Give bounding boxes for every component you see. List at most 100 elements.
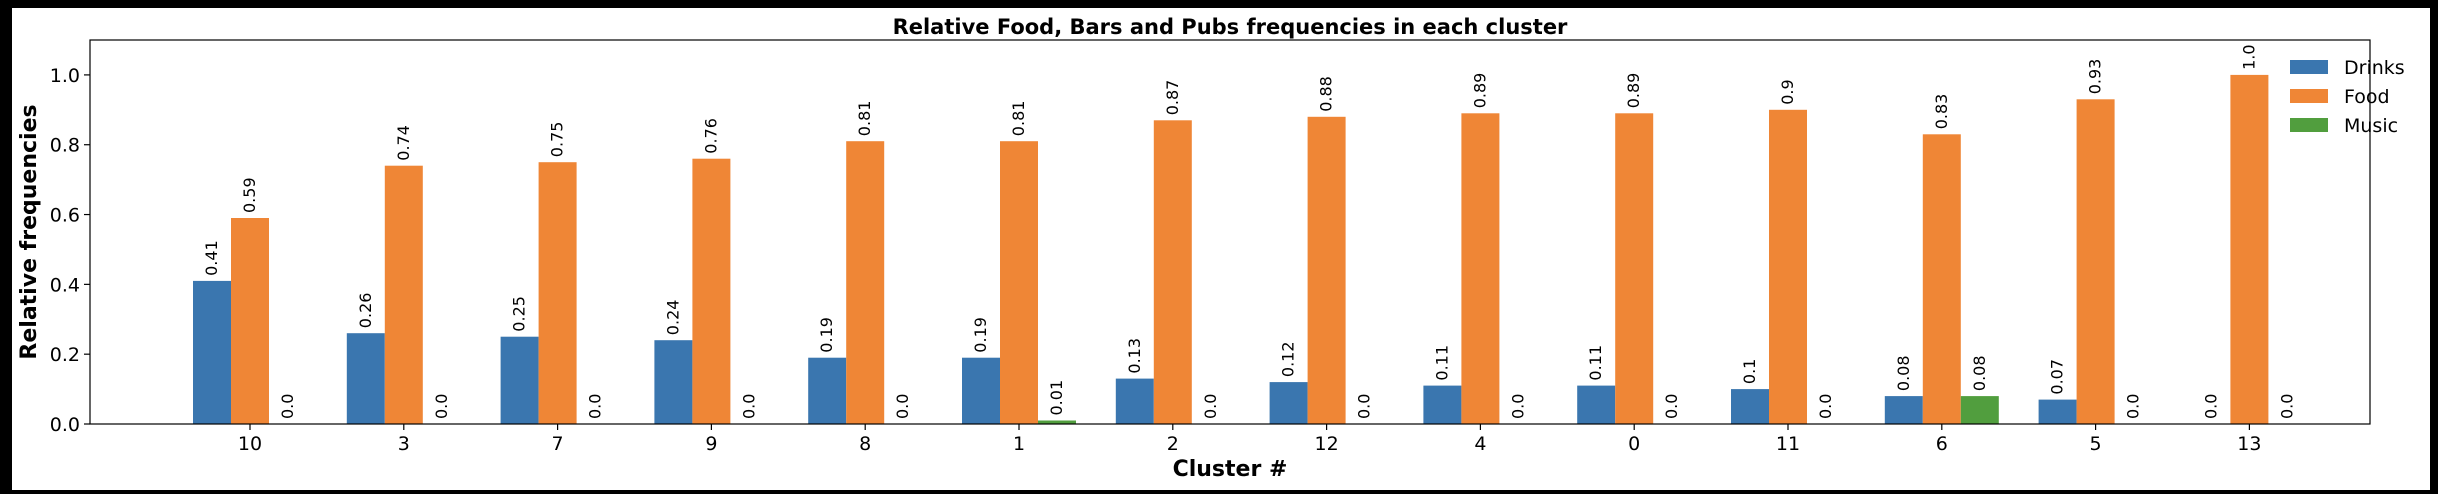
data-label-food-cluster-5: 0.93 <box>2086 59 2105 95</box>
legend-swatch-food <box>2290 89 2328 103</box>
bar-food-cluster-2 <box>1153 120 1192 425</box>
bar-food-cluster-13 <box>2230 74 2269 425</box>
plot-frame <box>89 39 2371 425</box>
legend-label-food: Food <box>2344 86 2390 108</box>
x-tick-label: 8 <box>859 433 871 455</box>
bar-food-cluster-4 <box>1461 113 1500 425</box>
legend-label-drinks: Drinks <box>2344 57 2405 79</box>
bar-drinks-cluster-4 <box>1423 385 1462 424</box>
x-tick-label: 0 <box>1628 433 1640 455</box>
bar-drinks-cluster-2 <box>1115 378 1154 424</box>
x-tick-label: 7 <box>552 433 564 455</box>
bars-layer <box>193 74 2269 425</box>
y-tick-label: 0.2 <box>50 344 80 366</box>
data-label-food-cluster-13: 1.0 <box>2239 44 2258 69</box>
data-label-food-cluster-9: 0.76 <box>701 118 720 154</box>
x-tick-label: 12 <box>1315 433 1339 455</box>
data-label-food-cluster-12: 0.88 <box>1317 76 1336 112</box>
data-label-music-cluster-1: 0.01 <box>1047 380 1066 416</box>
data-label-music-cluster-9: 0.0 <box>739 394 758 419</box>
y-axis-title: Relative frequencies <box>17 104 42 359</box>
y-tick-label: 0.4 <box>50 274 80 296</box>
x-tick-label: 10 <box>238 433 262 455</box>
bar-drinks-cluster-0 <box>1577 385 1616 424</box>
data-label-music-cluster-12: 0.0 <box>1355 394 1374 419</box>
data-labels-layer: 0.41 0.59 0.0 0.26 0.74 0.0 0.25 0.75 0.0 0.24 0.7… <box>202 44 2296 419</box>
bar-drinks-cluster-9 <box>654 340 693 424</box>
data-label-music-cluster-4: 0.0 <box>1508 394 1527 419</box>
bar-drinks-cluster-8 <box>808 357 847 424</box>
bar-drinks-cluster-11 <box>1731 389 1769 424</box>
data-label-music-cluster-8: 0.0 <box>893 394 912 419</box>
data-label-drinks-cluster-4: 0.11 <box>1432 345 1451 381</box>
bar-food-cluster-9 <box>692 158 731 424</box>
chart-figure: Relative Food, Bars and Pubs frequencies… <box>12 8 2430 490</box>
data-label-drinks-cluster-13: 0.0 <box>2201 394 2220 419</box>
x-tick-label: 5 <box>2090 433 2102 455</box>
data-label-drinks-cluster-12: 0.12 <box>1279 341 1298 377</box>
data-label-food-cluster-0: 0.89 <box>1624 73 1643 109</box>
data-label-drinks-cluster-0: 0.11 <box>1586 345 1605 381</box>
bar-drinks-cluster-5 <box>2038 399 2077 424</box>
bar-food-cluster-10 <box>231 218 269 424</box>
data-label-drinks-cluster-10: 0.41 <box>202 240 221 276</box>
data-label-food-cluster-4: 0.89 <box>1470 73 1489 109</box>
y-tick-label: 0.0 <box>50 414 80 436</box>
data-label-music-cluster-3: 0.0 <box>432 394 451 419</box>
data-label-food-cluster-3: 0.74 <box>394 125 413 161</box>
x-tick-label: 3 <box>398 433 410 455</box>
data-label-music-cluster-6: 0.08 <box>1970 355 1989 391</box>
data-label-music-cluster-7: 0.0 <box>586 394 605 419</box>
bar-food-cluster-6 <box>1922 134 1961 425</box>
chart-svg: Relative Food, Bars and Pubs frequencies… <box>17 15 2405 482</box>
bar-food-cluster-1 <box>1000 141 1038 424</box>
bar-drinks-cluster-10 <box>193 280 231 424</box>
bar-music-cluster-1 <box>1038 420 1076 424</box>
legend-swatch-drinks <box>2290 60 2328 74</box>
data-label-drinks-cluster-6: 0.08 <box>1894 355 1913 391</box>
data-label-music-cluster-2: 0.0 <box>1201 394 1220 419</box>
chart-title: Relative Food, Bars and Pubs frequencies… <box>893 15 1568 39</box>
x-tick-label: 2 <box>1167 433 1179 455</box>
data-label-drinks-cluster-2: 0.13 <box>1125 338 1144 374</box>
legend: Drinks Food Music <box>2290 57 2405 137</box>
y-tick-label: 1.0 <box>50 65 80 87</box>
data-label-drinks-cluster-3: 0.26 <box>356 293 375 329</box>
data-label-music-cluster-0: 0.0 <box>1662 394 1681 419</box>
x-tick-label: 1 <box>1013 433 1025 455</box>
data-label-drinks-cluster-1: 0.19 <box>971 317 990 353</box>
bar-drinks-cluster-6 <box>1884 396 1923 424</box>
bar-drinks-cluster-7 <box>500 336 539 424</box>
bar-food-cluster-3 <box>384 165 423 424</box>
data-label-food-cluster-7: 0.75 <box>548 122 567 158</box>
data-label-music-cluster-13: 0.0 <box>2277 394 2296 419</box>
legend-label-music: Music <box>2344 115 2398 137</box>
bar-food-cluster-5 <box>2076 99 2115 425</box>
x-axis-title: Cluster # <box>1173 457 1288 482</box>
x-tick-label: 13 <box>2237 433 2261 455</box>
data-label-drinks-cluster-9: 0.24 <box>663 300 682 336</box>
data-label-food-cluster-11: 0.9 <box>1778 79 1797 104</box>
bar-food-cluster-0 <box>1615 113 1654 425</box>
bar-food-cluster-7 <box>538 162 577 424</box>
data-label-food-cluster-8: 0.81 <box>855 101 874 137</box>
bar-food-cluster-12 <box>1307 116 1346 425</box>
y-tick-label: 0.6 <box>50 205 80 227</box>
data-label-music-cluster-5: 0.0 <box>2124 394 2143 419</box>
data-label-drinks-cluster-11: 0.1 <box>1740 359 1759 384</box>
data-label-food-cluster-10: 0.59 <box>240 177 259 213</box>
y-tick-label: 0.8 <box>50 135 80 157</box>
data-label-food-cluster-6: 0.83 <box>1932 94 1951 130</box>
axes-layer: 10 3 7 9 8 1 2 12 4 0 11 6 5 130.00.20.40.60.81.0 <box>50 39 2371 455</box>
bar-drinks-cluster-3 <box>346 333 385 424</box>
data-label-food-cluster-1: 0.81 <box>1009 101 1028 137</box>
data-label-music-cluster-11: 0.0 <box>1816 394 1835 419</box>
data-label-drinks-cluster-7: 0.25 <box>510 296 529 332</box>
bar-drinks-cluster-1 <box>962 357 1000 424</box>
data-label-drinks-cluster-5: 0.07 <box>2048 359 2067 395</box>
bar-music-cluster-6 <box>1960 396 1999 424</box>
data-label-music-cluster-10: 0.0 <box>278 394 297 419</box>
x-tick-label: 9 <box>705 433 717 455</box>
bar-food-cluster-11 <box>1769 109 1807 425</box>
data-label-drinks-cluster-8: 0.19 <box>817 317 836 353</box>
